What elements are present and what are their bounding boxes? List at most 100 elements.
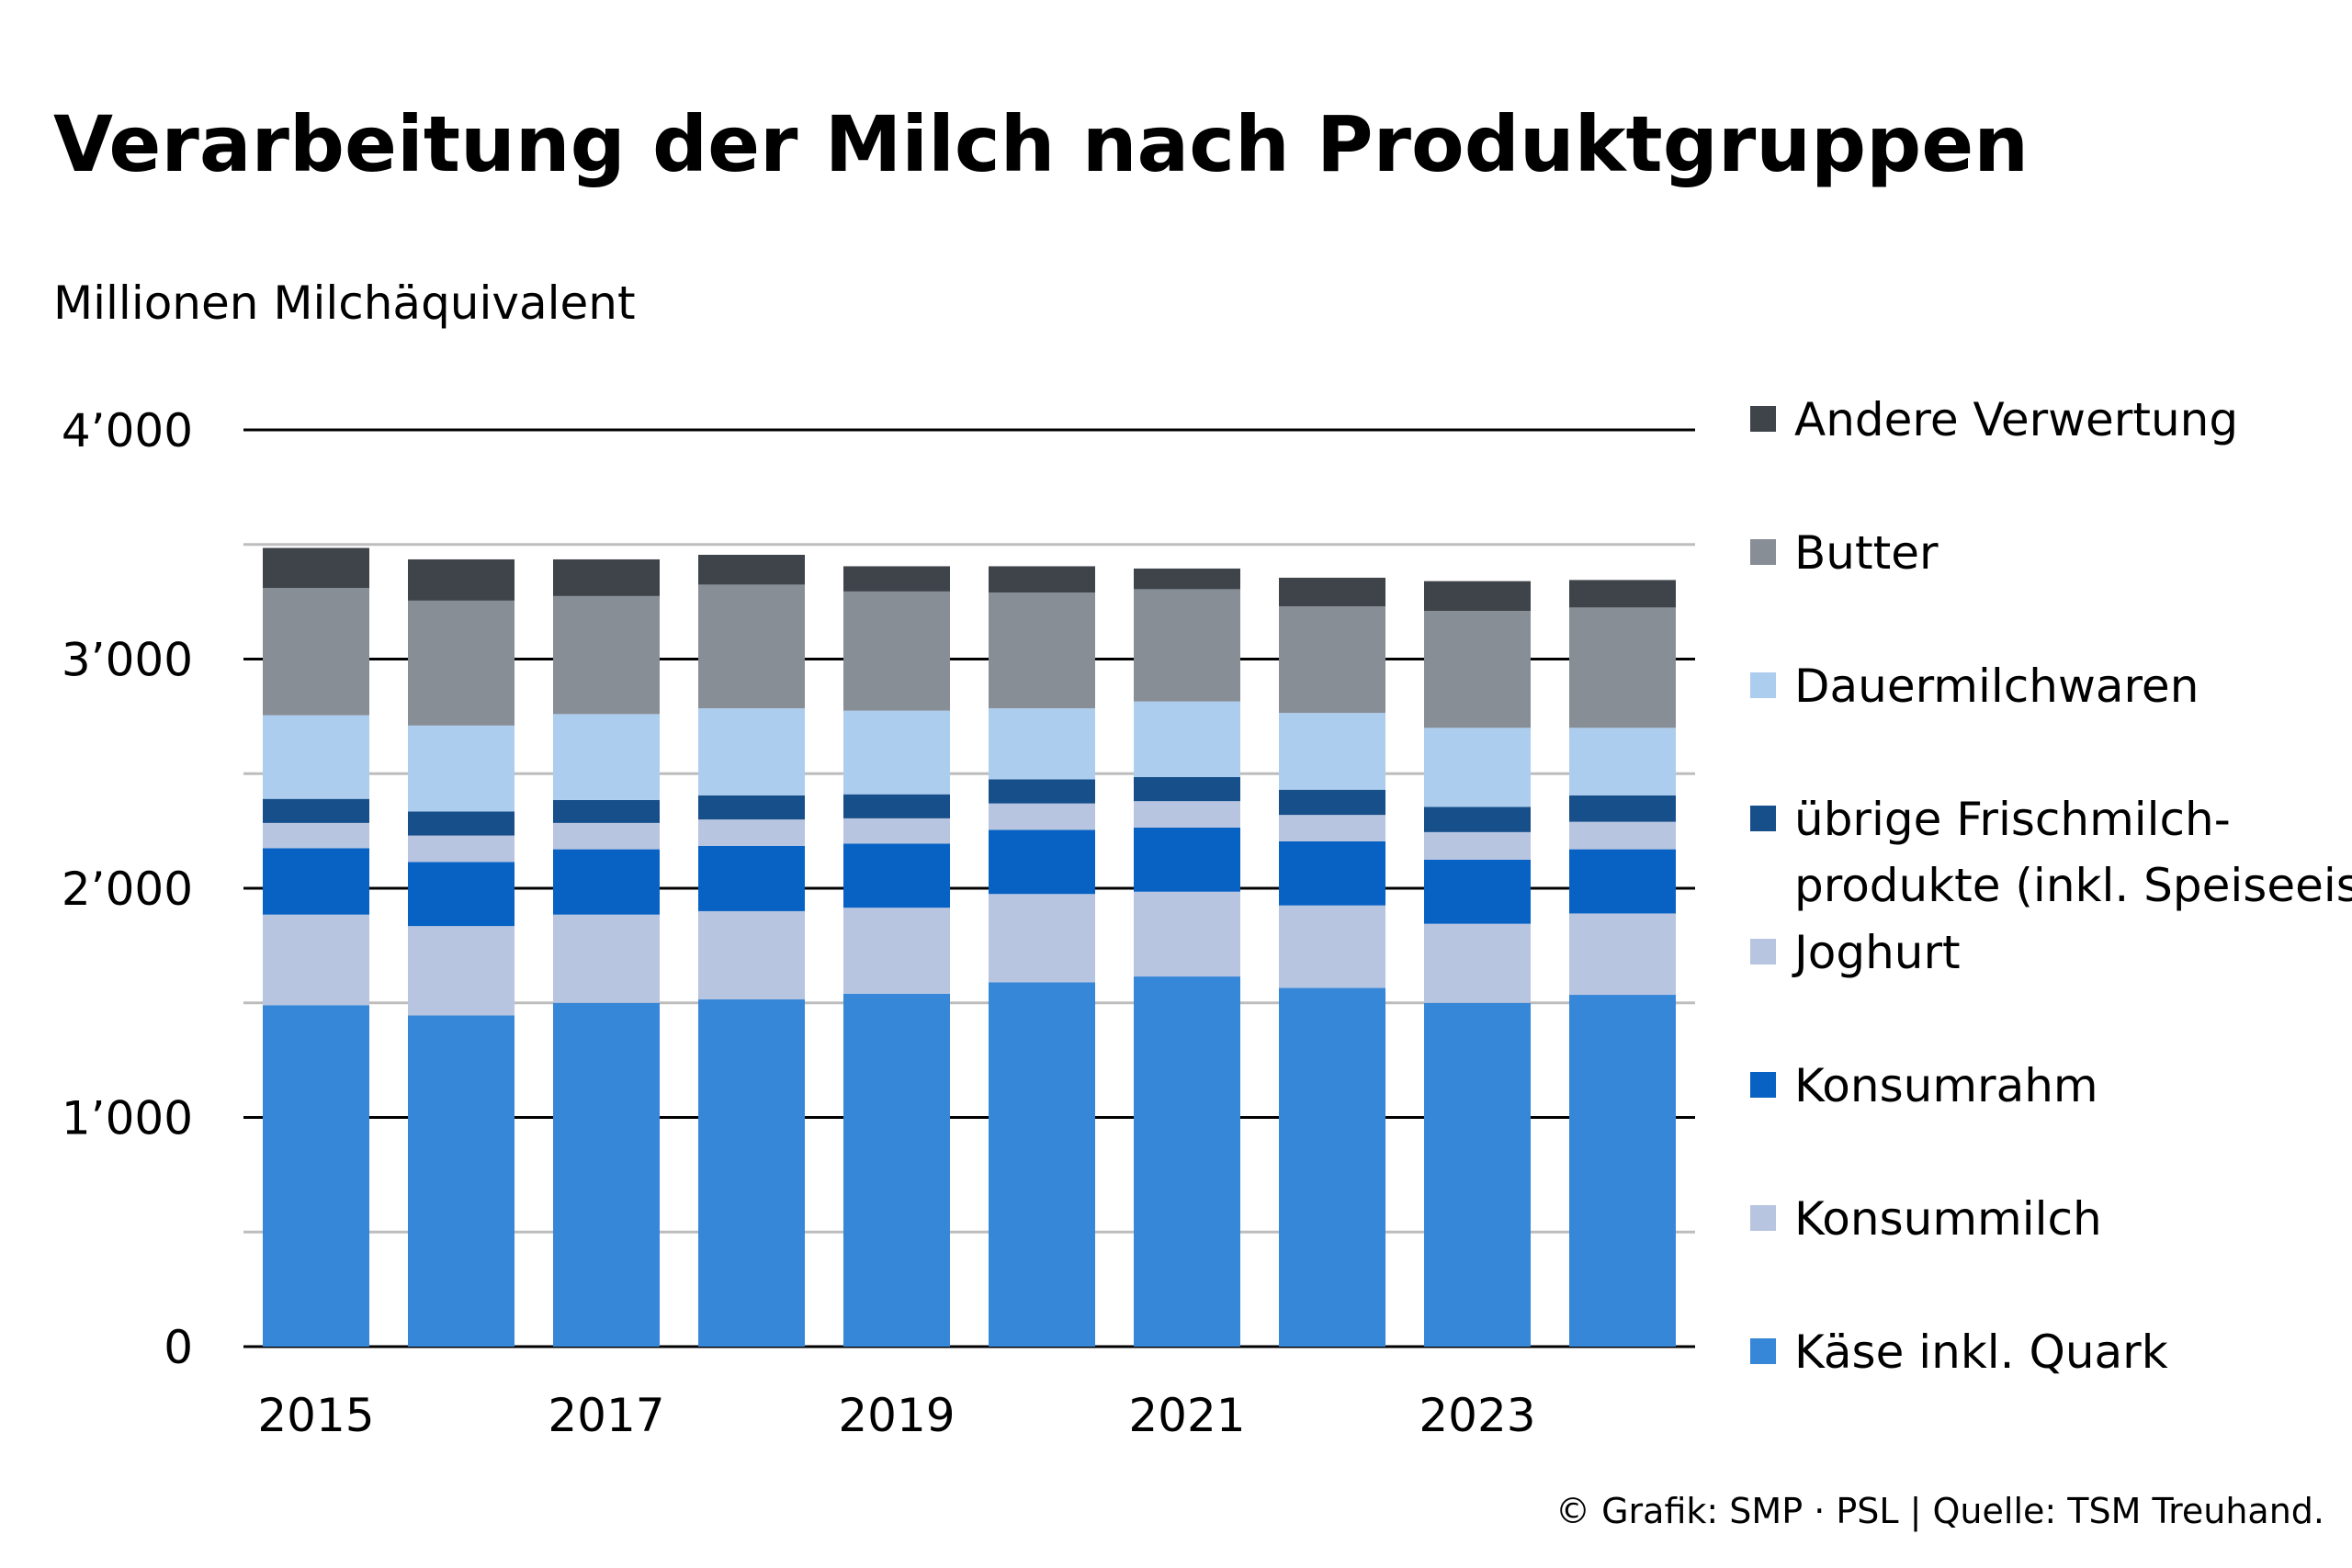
bar-segment (1134, 701, 1240, 777)
legend-swatch (1750, 672, 1776, 698)
bar-segment (263, 822, 369, 849)
bar-segment (553, 849, 660, 915)
bar-segment (1424, 807, 1531, 832)
legend-label: übrige Frischmilch- (1794, 793, 2231, 846)
x-tick-label: 2015 (257, 1389, 374, 1442)
bar-segment (1424, 611, 1531, 728)
bar-segment (1424, 728, 1531, 807)
legend-label: Butter (1794, 526, 1939, 580)
y-tick-label: 0 (164, 1321, 193, 1374)
bar-segment (698, 708, 805, 795)
bar-segment (553, 558, 660, 596)
bar-segment (1134, 827, 1240, 892)
bar-segment (989, 566, 1095, 593)
bar-segment (843, 710, 950, 795)
legend-swatch (1750, 806, 1776, 831)
bar-segment (1424, 923, 1531, 1003)
bar-segment (989, 894, 1095, 983)
bar-segment (1279, 840, 1385, 906)
bar-stack-2016 (408, 558, 514, 1347)
bar-stack-2015 (263, 547, 369, 1347)
bar-segment (1134, 568, 1240, 590)
bar-segment (1279, 987, 1385, 1347)
bar-segment (1279, 905, 1385, 988)
chart-subtitle: Millionen Milchäquivalent (53, 276, 636, 330)
bar-segment (408, 835, 514, 863)
bar-segment (408, 811, 514, 836)
legend-label: Andere Verwertung (1794, 393, 2238, 446)
bar-segment (843, 794, 950, 818)
legend-item: Käse inkl. Quark (1750, 1325, 2168, 1379)
bar-stack-2021 (1134, 568, 1240, 1347)
legend-label: Dauermilchwaren (1794, 660, 2199, 713)
bar-segment (698, 554, 805, 585)
bar-segment (698, 819, 805, 846)
bar-segment (263, 588, 369, 716)
bar-segment (1569, 580, 1676, 608)
bar-segment (843, 843, 950, 908)
bar-segment (1279, 789, 1385, 816)
y-tick-label: 4’000 (62, 404, 193, 457)
legend-label: Konsumrahm (1794, 1059, 2098, 1112)
bar-segment (1134, 776, 1240, 802)
bar-segment (1424, 831, 1531, 860)
bar-segment (698, 910, 805, 1000)
bar-segment (989, 779, 1095, 804)
bar-segment (1279, 713, 1385, 790)
legend-item: Konsumrahm (1750, 1059, 2098, 1112)
bar-stack-2017 (553, 558, 660, 1347)
bar-stack-2023 (1424, 581, 1531, 1347)
bar-stack-2020 (989, 566, 1095, 1347)
bar-segment (553, 822, 660, 850)
y-tick-label: 2’000 (62, 863, 193, 916)
bar-segment (843, 993, 950, 1347)
bar-segment (843, 591, 950, 711)
legend-label: Konsummilch (1794, 1192, 2102, 1246)
x-tick-label: 2023 (1419, 1389, 1535, 1442)
x-tick-label: 2021 (1128, 1389, 1245, 1442)
bar-segment (1569, 728, 1676, 795)
bar-segment (843, 818, 950, 844)
bar-stack-2018 (698, 554, 805, 1347)
bar-segment (989, 592, 1095, 709)
bar-segment (843, 908, 950, 994)
legend-swatch (1750, 1338, 1776, 1364)
bar-segment (1569, 913, 1676, 996)
bar-segment (553, 914, 660, 1003)
bar-segment (1569, 821, 1676, 850)
bar-segment (989, 708, 1095, 780)
bar-segment (989, 982, 1095, 1347)
legend-item: Dauermilchwaren (1750, 660, 2199, 713)
bar-segment (1424, 1002, 1531, 1347)
bar-segment (1279, 815, 1385, 841)
legend-label: Joghurt (1792, 926, 1961, 979)
bar-segment (1424, 581, 1531, 612)
bar-segment (1134, 801, 1240, 828)
bar-segment (263, 715, 369, 799)
bar-segment (408, 862, 514, 927)
bar-segment (408, 1015, 514, 1347)
legend-label: produkte (inkl. Speiseeis) (1794, 859, 2352, 912)
legend: Andere Verwertung Butter Dauermilchwaren üb… (1750, 393, 2352, 1379)
legend-item: Andere Verwertung (1750, 393, 2238, 446)
bar-segment (698, 584, 805, 709)
bar-segment (553, 799, 660, 823)
bar-segment (698, 999, 805, 1347)
bar-segment (408, 725, 514, 812)
bar-segment (989, 803, 1095, 830)
bar-segment (1134, 976, 1240, 1347)
bar-segment (1569, 607, 1676, 728)
legend-item: Butter (1750, 526, 1939, 580)
legend-swatch (1750, 1205, 1776, 1231)
bar-segment (263, 848, 369, 915)
legend-swatch (1750, 939, 1776, 964)
bar-segment (263, 1005, 369, 1347)
chart-title: Verarbeitung der Milch nach Produktgrupp… (53, 99, 2029, 189)
bar-segment (698, 845, 805, 911)
bar-segment (1569, 849, 1676, 914)
bar-segment (1134, 891, 1240, 977)
legend-item: Joghurt (1750, 926, 1961, 979)
bar-stack-2024 (1569, 580, 1676, 1347)
bar-segment (553, 714, 660, 800)
bar-segment (1424, 859, 1531, 924)
